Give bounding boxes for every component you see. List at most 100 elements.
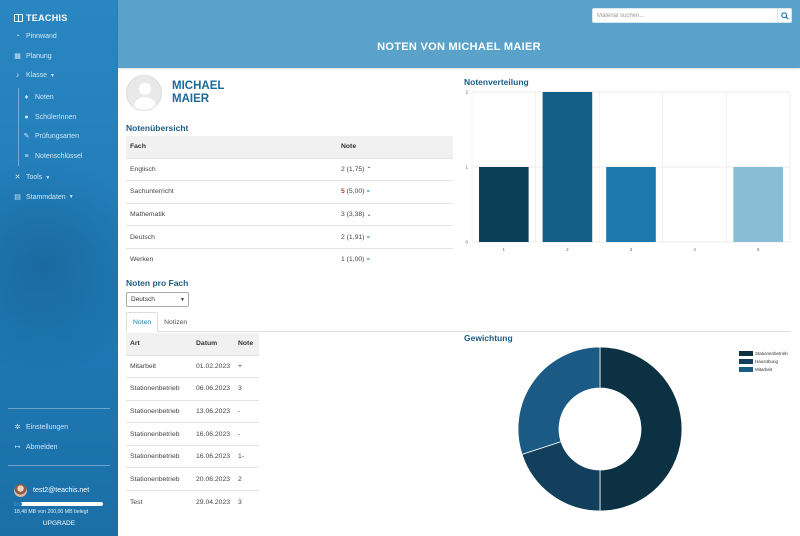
- upgrade-link[interactable]: UPGRADE: [42, 520, 76, 527]
- bar-grade-5[interactable]: [733, 167, 784, 242]
- per-subject-tabs: Noten Notizen: [126, 312, 790, 332]
- tab-noten[interactable]: Noten: [126, 312, 159, 332]
- donut-slice-mitarbeit[interactable]: [517, 346, 601, 455]
- column-header-note: Note: [234, 333, 259, 355]
- sidebar-item-noten[interactable]: ♦ Noten: [21, 88, 118, 108]
- grade-cell: 3 (3,38) ⌄: [337, 202, 453, 226]
- donut-slice-stationenbetrieb[interactable]: [599, 346, 683, 512]
- grade-average: (1,91): [344, 233, 365, 241]
- y-tick-label: 0: [465, 240, 468, 245]
- equals-icon: =: [366, 189, 370, 196]
- pencil-icon: ✎: [23, 133, 30, 141]
- page-title: NOTEN VON MICHAEL MAIER: [377, 41, 541, 53]
- sidebar-item-pruefungsarten[interactable]: ✎ Prüfungsarten: [21, 127, 118, 147]
- legend-swatch: [739, 350, 753, 356]
- subject-cell: Werken: [126, 247, 337, 271]
- sidebar-item-planung[interactable]: ▦ Planung: [0, 47, 118, 67]
- grade-value-cell: 3: [234, 490, 259, 514]
- table-row[interactable]: Mitarbeit 01.02.2023 +: [126, 354, 259, 378]
- bar-grade-3[interactable]: [606, 167, 656, 242]
- subject-select[interactable]: Deutsch ▼: [126, 292, 189, 307]
- x-tick-label: 4: [693, 247, 696, 252]
- weighting-chart-svg: [517, 346, 683, 512]
- legend-swatch: [739, 358, 753, 364]
- sidebar-item-tools[interactable]: ✕ Tools ▼: [0, 168, 118, 188]
- table-row[interactable]: Stationenbetrieb 16.06.2023 1-: [126, 444, 259, 468]
- table-row[interactable]: Stationenbetrieb 13.06.2023-: [126, 399, 259, 423]
- search-button[interactable]: [777, 8, 792, 23]
- legend-item[interactable]: Hausübung: [739, 357, 788, 365]
- grade-date-cell: 16.06.2023: [192, 422, 234, 446]
- table-row[interactable]: Stationenbetrieb 16.06.2023-: [126, 422, 259, 446]
- table-row[interactable]: Sachunterricht 5 (5,00) =: [126, 180, 453, 204]
- grade-type-cell: Test: [126, 490, 192, 514]
- table-header-row: Art Datum Note: [126, 333, 259, 355]
- table-row[interactable]: Deutsch 2 (1,91) =: [126, 225, 453, 249]
- grade-type-cell: Stationenbetrieb: [126, 467, 192, 491]
- tab-notizen[interactable]: Notizen: [164, 318, 188, 326]
- x-tick-label: 2: [566, 247, 569, 252]
- calendar-icon: ▦: [14, 52, 21, 60]
- student-name: MICHAEL MAIER: [172, 80, 225, 105]
- table-row[interactable]: Stationenbetrieb 20.06.2023 2: [126, 467, 259, 491]
- grade-date-cell: 01.02.2023: [192, 354, 234, 378]
- storage-usage-text: 18,48 MB von 200,00 MB belegt: [14, 509, 89, 515]
- sidebar-item-abmelden[interactable]: ↦ Abmelden: [0, 438, 118, 458]
- grade-average: (3,38): [344, 210, 365, 218]
- storage-progress-fill: [14, 502, 23, 506]
- search-input[interactable]: [592, 8, 777, 23]
- grade-value-cell: -: [234, 399, 259, 423]
- grade-type-cell: Stationenbetrieb: [126, 422, 192, 446]
- grade-date-cell: 29.04.2023: [192, 490, 234, 514]
- grade-value: 2: [341, 233, 345, 241]
- grade-date-cell: 06.06.2023: [192, 377, 234, 401]
- subject-cell: Englisch: [126, 157, 337, 181]
- grade-date-cell: 16.06.2023: [192, 444, 234, 468]
- avatar: [14, 484, 27, 497]
- sidebar-item-pinnwand[interactable]: ◔ Pinnwand: [0, 27, 118, 47]
- brand-logo[interactable]: TEACHIS: [14, 13, 68, 23]
- legend-item[interactable]: Stationenbetrieb: [739, 349, 788, 357]
- weighting-chart-title: Gewichtung: [464, 333, 513, 343]
- sidebar-item-label: Tools: [26, 174, 43, 182]
- sidebar-item-label: Planung: [26, 52, 52, 60]
- table-row[interactable]: Englisch 2 (1,75) ⌃: [126, 157, 453, 181]
- sidebar-item-label: Einstellungen: [26, 424, 69, 432]
- table-row[interactable]: Werken 1 (1,00) =: [126, 247, 453, 271]
- trend-up-icon: ⌃: [366, 166, 372, 173]
- per-subject-title: Noten pro Fach: [126, 278, 189, 288]
- grade-average: (1,00): [344, 256, 365, 264]
- gear-icon: ✲: [14, 424, 21, 432]
- sidebar-item-label: Stammdaten: [26, 193, 66, 201]
- wrench-icon: ✕: [14, 174, 21, 182]
- sidebar-divider: [8, 465, 110, 466]
- chevron-down-icon: ▼: [180, 296, 185, 303]
- sidebar-item-einstellungen[interactable]: ✲ Einstellungen: [0, 418, 118, 438]
- grade-value: 3: [341, 210, 345, 218]
- donut-slice-hausübung[interactable]: [521, 441, 601, 512]
- grade-type-cell: Mitarbeit: [126, 354, 192, 378]
- grade-value-cell: 3: [234, 377, 259, 401]
- column-header-datum: Datum: [192, 333, 234, 355]
- legend-item[interactable]: Mitarbeit: [739, 365, 788, 373]
- grade-type-cell: Stationenbetrieb: [126, 399, 192, 423]
- table-row[interactable]: Mathematik 3 (3,38) ⌄: [126, 202, 453, 226]
- caret-down-icon: ▼: [68, 194, 74, 201]
- legend-swatch: [739, 366, 753, 372]
- sidebar-item-label: Noten: [35, 94, 54, 102]
- table-row[interactable]: Test 29.04.2023 3: [126, 490, 259, 514]
- column-header-note: Note: [337, 136, 453, 158]
- sidebar-item-schuelerinnen[interactable]: ● SchülerInnen: [21, 108, 118, 128]
- user-account[interactable]: test2@teachis.net: [14, 484, 89, 497]
- bar-grade-1[interactable]: [478, 167, 529, 242]
- table-row[interactable]: Stationenbetrieb 06.06.2023 3: [126, 377, 259, 401]
- sidebar-item-stammdaten[interactable]: ▤ Stammdaten ▼: [0, 188, 118, 208]
- bar-grade-2[interactable]: [542, 92, 593, 242]
- grade-cell: 2 (1,75) ⌃: [337, 157, 453, 181]
- sidebar-item-klasse[interactable]: ♪ Klasse ▼: [0, 66, 118, 86]
- sidebar-item-notenschluessel[interactable]: ≡ Notenschlüssel: [21, 147, 118, 167]
- legend-label: Mitarbeit: [755, 366, 773, 372]
- users-icon: ●: [24, 113, 29, 121]
- grades-table: Art Datum Note Mitarbeit 01.02.2023 + Stati…: [126, 333, 259, 514]
- main-nav: ◔ Pinnwand ▦ Planung ♪ Klasse ▼: [0, 27, 118, 86]
